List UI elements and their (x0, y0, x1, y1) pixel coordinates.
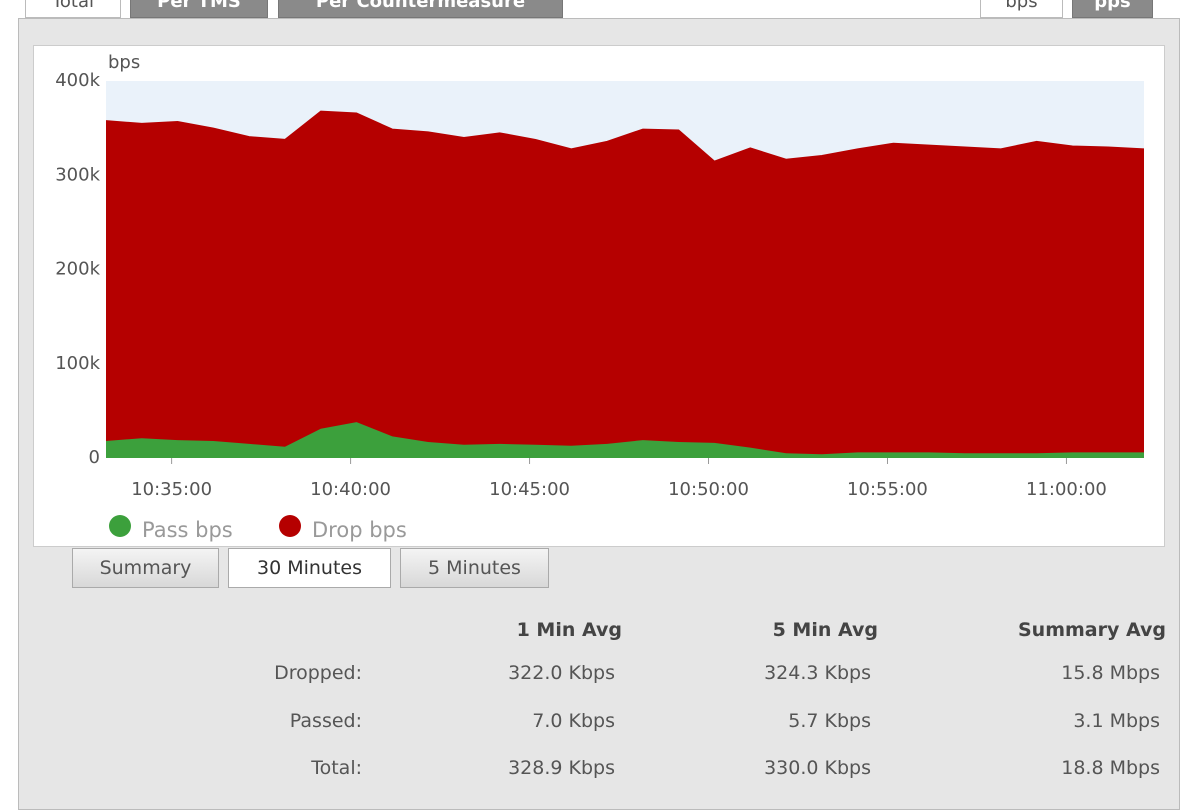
table-cell: 5.7 Kbps (788, 709, 871, 732)
area-edge (105, 110, 1145, 162)
y-tick-label: 400k (55, 70, 100, 91)
x-tick-label: 10:50:00 (668, 479, 749, 500)
x-tick-label: 10:45:00 (489, 479, 570, 500)
table-cell: Dropped: (274, 662, 362, 684)
button[interactable]: 5 Minutes (400, 548, 549, 588)
y-tick-label: 200k (55, 259, 100, 280)
legend-marker (279, 515, 301, 537)
legend-label: Pass bps (142, 518, 233, 542)
tab[interactable]: Total (25, 0, 121, 18)
column-header: Summary Avg (1017, 619, 1166, 641)
table-cell: Total: (311, 757, 362, 779)
tab[interactable]: bps (980, 0, 1063, 18)
table-cell: 18.8 Mbps (1061, 757, 1160, 779)
column-header: 5 Min Avg (772, 619, 878, 641)
table-cell: 324.3 Kbps (764, 662, 871, 684)
y-axis-label: bps (108, 52, 140, 73)
legend-marker (109, 515, 131, 537)
table-cell: 328.9 Kbps (508, 757, 615, 779)
column-header: 1 Min Avg (516, 619, 622, 641)
tab[interactable]: Per Countermeasure (278, 0, 563, 18)
tab[interactable]: Per TMS (130, 0, 268, 18)
area-fill (106, 111, 1144, 455)
table-cell: 15.8 Mbps (1061, 662, 1160, 684)
button[interactable]: Summary (72, 548, 219, 588)
x-tick-label: 10:55:00 (847, 479, 928, 500)
tab[interactable]: pps (1072, 0, 1153, 18)
legend-label: Drop bps (312, 518, 407, 542)
y-tick-label: 100k (55, 353, 100, 374)
table-cell: 330.0 Kbps (764, 757, 871, 779)
table-cell: Passed: (289, 709, 362, 732)
chart: bps 0 100k 200k 300k 400k 10:35:00 10:40:00 10:… (33, 45, 1165, 547)
table-cell: 7.0 Kbps (532, 709, 615, 732)
x-tick-label: 10:35:00 (131, 479, 212, 500)
y-tick-label: 300k (55, 164, 100, 185)
x-tick-label: 10:40:00 (310, 479, 391, 500)
button[interactable]: 30 Minutes (228, 548, 391, 588)
table-cell: 3.1 Mbps (1073, 709, 1160, 732)
y-tick-label: 0 (89, 447, 100, 468)
table-cell: 322.0 Kbps (508, 662, 615, 684)
x-tick-label: 11:00:00 (1026, 479, 1107, 500)
area-fill (106, 422, 1144, 458)
